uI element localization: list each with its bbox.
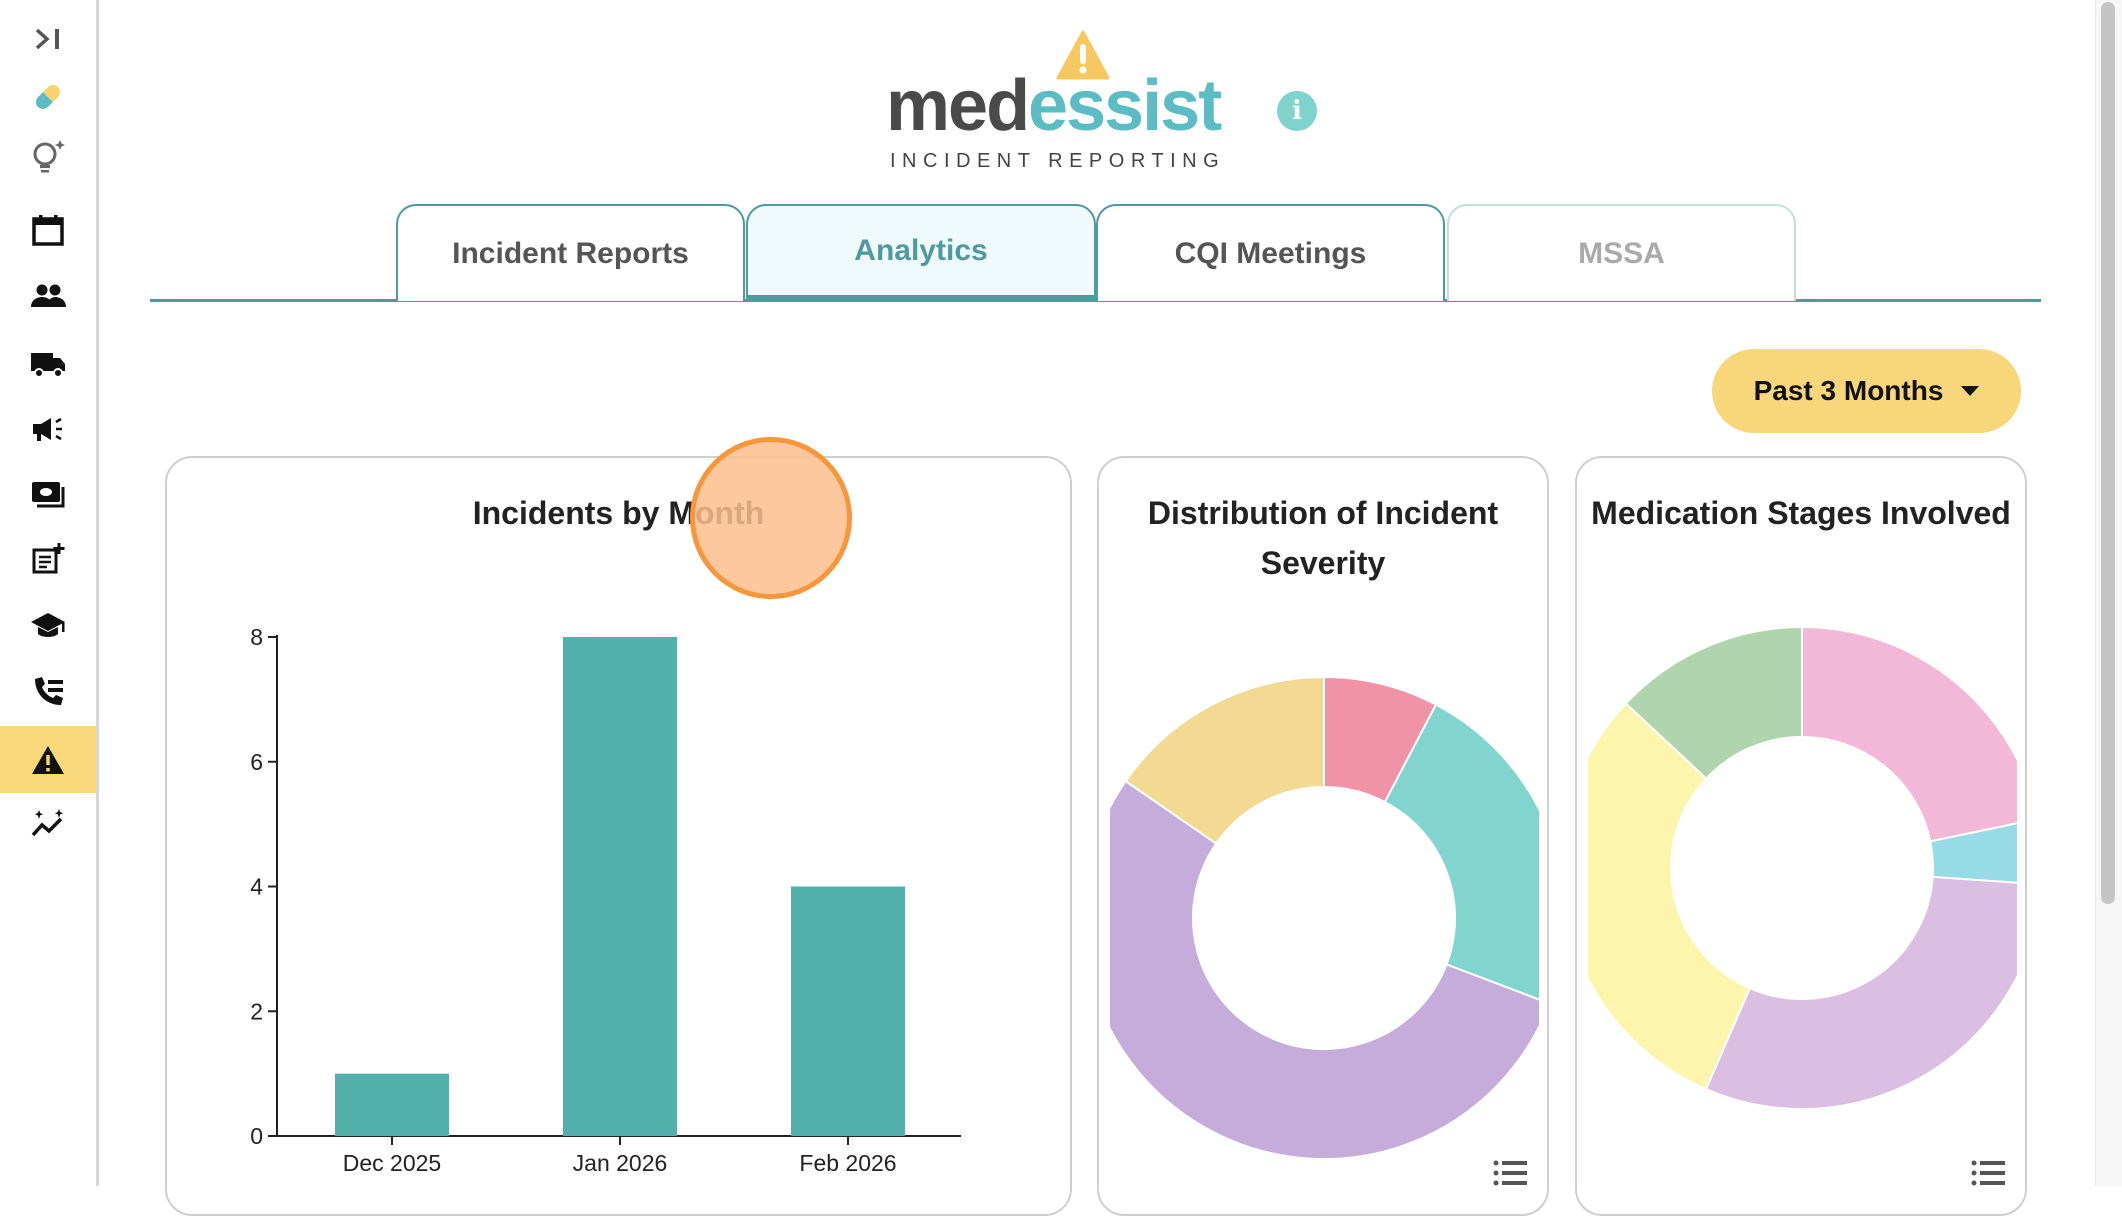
- x-tick-label: Feb 2026: [799, 1150, 896, 1176]
- people-icon: [31, 284, 66, 307]
- time-range-dropdown[interactable]: Past 3 Months: [1712, 349, 2021, 433]
- legend-list-icon[interactable]: [1971, 1159, 2005, 1187]
- logo-med: med: [886, 66, 1030, 146]
- donut-slice[interactable]: [1124, 675, 1325, 845]
- sidebar: [0, 0, 99, 1186]
- incidents-by-month-card: Incidents by Month 0 2 4 6 8 Dec 2025 Jan 2026…: [165, 456, 1072, 1216]
- sidebar-item-collapse[interactable]: [0, 9, 96, 69]
- cash-icon: [32, 482, 65, 508]
- card-title-line-2: Severity: [1260, 545, 1386, 581]
- sidebar-item-note-add[interactable]: [0, 529, 96, 589]
- donut-slice[interactable]: [1929, 819, 2027, 884]
- tab-mssa[interactable]: MSSA: [1447, 204, 1796, 301]
- y-tick-label: 0: [250, 1123, 263, 1149]
- time-range-label: Past 3 Months: [1753, 375, 1944, 406]
- medication-stages-card: Medication Stages Involved: [1575, 456, 2027, 1216]
- sidebar-item-phone-forward[interactable]: [0, 662, 96, 722]
- donut-slice[interactable]: [1383, 703, 1549, 1004]
- sidebar-item-calendar[interactable]: [0, 200, 96, 260]
- bar-chart: 0 2 4 6 8 Dec 2025 Jan 2026 Feb 2026: [250, 624, 961, 1176]
- info-icon[interactable]: i: [1277, 91, 1317, 131]
- sidebar-item-cash[interactable]: [0, 464, 96, 524]
- warning-icon: [32, 745, 64, 774]
- card-title: Medication Stages Involved: [1591, 495, 2011, 531]
- tab-incident-reports[interactable]: Incident Reports: [396, 204, 745, 301]
- sidebar-item-warning[interactable]: [0, 726, 96, 793]
- legend-list-icon[interactable]: [1493, 1159, 1527, 1187]
- sidebar-item-lightbulb-sparkle[interactable]: [0, 126, 96, 186]
- bar-dec-2025[interactable]: [335, 1073, 449, 1136]
- lightbulb-sparkle-icon: [33, 140, 65, 173]
- caret-down-icon: [1961, 386, 1980, 396]
- tab-analytics[interactable]: Analytics: [746, 204, 1096, 301]
- sidebar-item-truck[interactable]: [0, 333, 96, 393]
- bar-jan-2026[interactable]: [563, 637, 677, 1136]
- calendar-icon: [32, 215, 64, 246]
- x-tick-label: Jan 2026: [573, 1150, 668, 1176]
- sidebar-item-people[interactable]: [0, 266, 96, 326]
- analytics-sparkle-icon: [31, 809, 64, 837]
- severity-card: Distribution of Incident Severity: [1097, 456, 1549, 1216]
- stages-donut-chart: [1577, 625, 2027, 1110]
- donut-slice[interactable]: [1704, 875, 2027, 1110]
- donut-slice[interactable]: [1624, 625, 1803, 780]
- click-indicator: [690, 437, 852, 599]
- phone-forward-icon: [35, 677, 63, 705]
- note-add-icon: [32, 543, 65, 574]
- tab-cqi-meetings[interactable]: CQI Meetings: [1096, 204, 1445, 301]
- sidebar-item-analytics-sparkle[interactable]: [0, 794, 96, 854]
- logo-subtitle: INCIDENT REPORTING: [890, 150, 1226, 172]
- x-tick-label: Dec 2025: [343, 1150, 441, 1176]
- pill-icon: [36, 85, 60, 109]
- logo-essist: essist: [1028, 66, 1222, 146]
- medessist-logo: medessist INCIDENT REPORTING: [886, 30, 1256, 175]
- scrollbar[interactable]: [2095, 0, 2122, 1186]
- donut-slice[interactable]: [1577, 702, 1752, 1091]
- card-title-line-1: Distribution of Incident: [1147, 495, 1499, 531]
- scrollbar-thumb[interactable]: [2101, 2, 2115, 904]
- y-tick-label: 6: [250, 749, 263, 775]
- y-tick-label: 8: [250, 624, 263, 650]
- megaphone-icon: [33, 417, 62, 441]
- graduation-cap-icon: [31, 613, 65, 637]
- logo-warning-icon: [1056, 30, 1110, 80]
- sidebar-item-pill[interactable]: [0, 67, 96, 127]
- donut-slice[interactable]: [1801, 625, 2027, 843]
- y-tick-label: 2: [250, 998, 263, 1024]
- donut-slice[interactable]: [1099, 779, 1549, 1160]
- sidebar-item-megaphone[interactable]: [0, 399, 96, 459]
- sidebar-item-graduation-cap[interactable]: [0, 595, 96, 655]
- y-tick-label: 4: [250, 874, 263, 900]
- bar-feb-2026[interactable]: [791, 886, 905, 1137]
- collapse-icon: [35, 28, 59, 50]
- truck-icon: [31, 353, 65, 378]
- severity-donut-chart: [1099, 675, 1549, 1160]
